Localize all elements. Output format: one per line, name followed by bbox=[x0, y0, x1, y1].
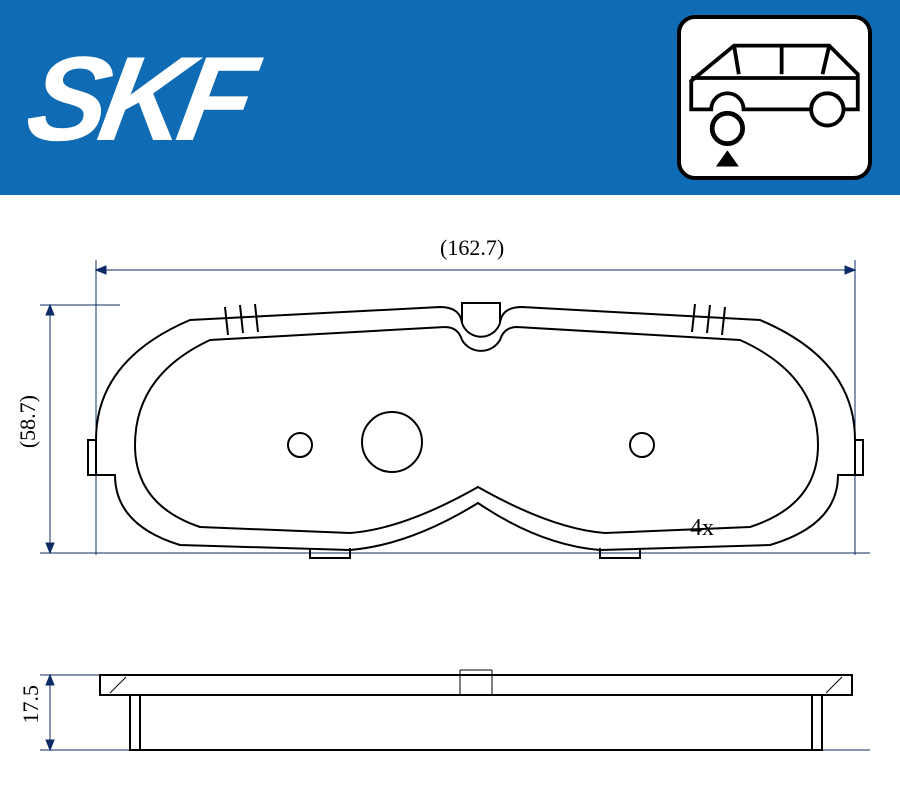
side-view bbox=[100, 670, 852, 750]
car-front-axle-svg bbox=[681, 19, 868, 176]
dimension-width-label: (162.7) bbox=[440, 235, 504, 261]
brand-logo: SKF bbox=[18, 30, 258, 168]
dimension-height-label: (58.7) bbox=[15, 395, 41, 448]
front-axle-icon bbox=[677, 15, 872, 180]
quantity-label: 4x bbox=[690, 515, 714, 542]
technical-drawing: (162.7) (58.7) 17.5 4x bbox=[0, 195, 900, 793]
dimension-thickness-label: 17.5 bbox=[18, 685, 44, 724]
drawing-svg bbox=[0, 195, 900, 793]
header: SKF bbox=[0, 0, 900, 195]
front-view bbox=[88, 303, 863, 558]
